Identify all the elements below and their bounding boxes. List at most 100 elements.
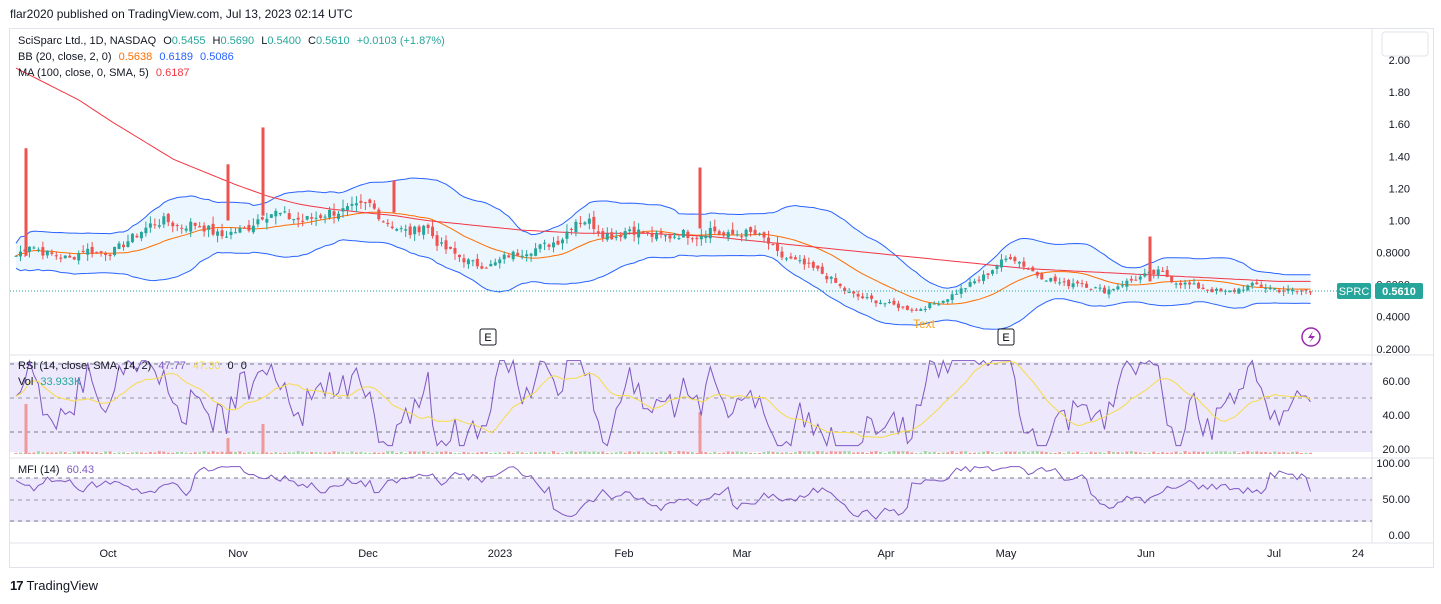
price-tick-label: 1.40: [1389, 151, 1410, 163]
candle-body: [923, 308, 927, 310]
mfi-tick-label: 50.00: [1382, 494, 1410, 506]
candle-body: [968, 282, 972, 287]
candle-body: [596, 231, 600, 233]
volume-bar: [605, 452, 609, 454]
candle-body: [784, 258, 788, 260]
scale-button[interactable]: [1381, 31, 1429, 57]
candle-body: [440, 242, 444, 244]
volume-bar: [63, 452, 67, 454]
candle-body: [323, 216, 327, 218]
candle-body: [874, 300, 878, 304]
low-label: L: [261, 35, 268, 47]
volume-bar: [525, 452, 529, 454]
candle-body: [350, 203, 354, 206]
candle-body: [390, 226, 394, 229]
lightning-icon[interactable]: [1301, 327, 1321, 347]
volume-bar: [901, 451, 905, 454]
candle-body: [426, 224, 430, 228]
candle-body: [686, 231, 690, 238]
candle-body: [1102, 287, 1106, 294]
candle-body: [251, 225, 255, 233]
candle-body: [534, 248, 538, 256]
volume-bar: [1201, 451, 1205, 454]
volume-bar: [861, 452, 865, 454]
candle-body: [462, 258, 466, 263]
volume-bar: [1116, 452, 1120, 454]
time-axis[interactable]: Oct Nov Dec 2023 Feb Mar Apr May Jun Jul 24: [99, 548, 1364, 560]
volume-bar: [1008, 451, 1012, 454]
volume-bar: [578, 451, 582, 454]
ma-legend[interactable]: MA (100, close, 0, SMA, 5) 0.6187: [18, 65, 194, 81]
volume-bar: [1053, 452, 1057, 454]
volume-spike: [261, 424, 265, 454]
candle-body: [466, 259, 470, 265]
candle-body: [1214, 288, 1218, 291]
candle-body: [1049, 278, 1053, 282]
candle-body: [977, 279, 981, 281]
rsi-pane[interactable]: 20.00 40.00 60.00: [15, 358, 1410, 456]
earnings-marker-2[interactable]: [997, 328, 1015, 346]
earnings-marker-1[interactable]: [479, 328, 497, 346]
candle-body: [202, 225, 206, 232]
price-axis[interactable]: 0.20000.40000.60000.80001.001.201.401.60…: [1376, 55, 1410, 356]
candle-body: [879, 302, 883, 304]
candle-body: [372, 203, 376, 209]
bb-legend[interactable]: BB (20, close, 2, 0) 0.5638 0.6189 0.508…: [18, 49, 238, 65]
candle-body: [1250, 282, 1254, 286]
candle-body: [740, 236, 744, 238]
time-tick-label: 24: [1352, 548, 1364, 560]
volume-bar: [251, 451, 255, 454]
text-annotation[interactable]: Text: [913, 317, 936, 331]
candle-body: [1076, 281, 1080, 284]
volume-bar: [135, 451, 139, 454]
candle-body: [260, 217, 264, 220]
volume-bar: [211, 451, 215, 454]
candle-body: [395, 228, 399, 231]
volume-bar: [337, 451, 341, 454]
volume-bar: [1174, 451, 1178, 454]
candle-body: [955, 293, 959, 295]
symbol-label[interactable]: SciSparc Ltd., 1D, NASDAQ: [18, 35, 157, 47]
candle-body: [27, 246, 31, 252]
candle-body: [601, 231, 605, 238]
volume-bar: [646, 452, 650, 454]
candle-body: [1309, 291, 1313, 293]
vol-legend[interactable]: Vol 33.933K: [18, 374, 85, 390]
footer-brand[interactable]: 17 TradingView: [10, 578, 98, 593]
candle-body: [704, 235, 708, 239]
mfi-pane[interactable]: 0.00 50.00 100.00: [15, 458, 1410, 542]
volume-bar: [932, 451, 936, 454]
volume-bar: [480, 451, 484, 454]
volume-bar: [68, 452, 72, 454]
volume-bar: [180, 451, 184, 454]
candle-body: [1143, 273, 1147, 277]
volume-bar: [184, 452, 188, 454]
volume-bar: [704, 452, 708, 454]
open-label: O: [163, 35, 172, 47]
volume-bar: [404, 452, 408, 454]
volume-bar: [923, 451, 927, 454]
volume-bar: [641, 452, 645, 454]
candle-body: [865, 297, 869, 299]
volume-bar: [310, 452, 314, 454]
candle-body: [789, 256, 793, 259]
volume-bar: [583, 451, 587, 454]
candle-body: [153, 224, 157, 226]
volume-bar: [668, 451, 672, 454]
rsi-legend[interactable]: RSI (14, close, SMA, 14, 2) 47.77 47.30 …: [18, 358, 251, 374]
volume-bar: [175, 452, 179, 454]
volume-bar: [1026, 452, 1030, 454]
candle-body: [695, 237, 699, 240]
volume-bar: [1219, 451, 1223, 454]
volume-bar: [977, 452, 981, 454]
volume-bar: [377, 452, 381, 454]
volume-bar: [659, 451, 663, 454]
candle-body: [986, 273, 990, 275]
candles[interactable]: [14, 127, 1313, 313]
volume-bar: [973, 452, 977, 454]
mfi-legend[interactable]: MFI (14) 60.43: [18, 462, 98, 478]
volume-bar: [744, 452, 748, 454]
candle-body: [1080, 283, 1084, 285]
volume-bar: [50, 452, 54, 454]
